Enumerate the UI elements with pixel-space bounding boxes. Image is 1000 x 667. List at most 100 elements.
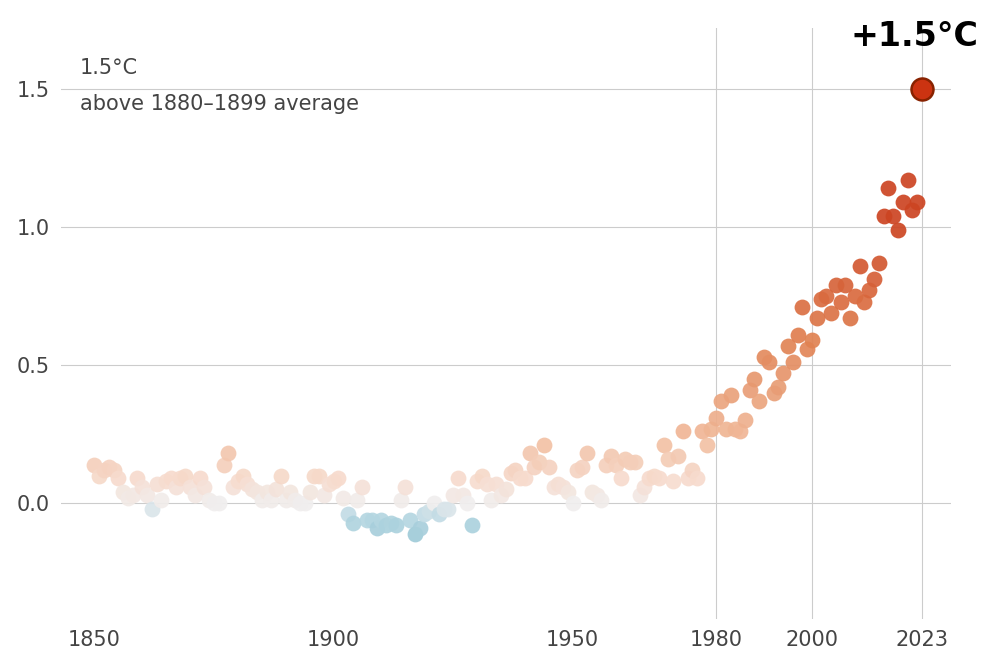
Point <box>708 412 724 423</box>
Point <box>670 451 686 462</box>
Point <box>149 478 165 489</box>
Point <box>192 473 208 484</box>
Point <box>847 291 863 301</box>
Point <box>593 495 609 506</box>
Point <box>895 197 911 207</box>
Point <box>321 478 337 489</box>
Point <box>546 482 562 492</box>
Point <box>880 183 896 193</box>
Point <box>641 473 657 484</box>
Point <box>96 465 112 476</box>
Point <box>483 495 499 506</box>
Point <box>636 482 652 492</box>
Point <box>364 514 380 525</box>
Point <box>278 495 294 506</box>
Point <box>158 476 174 486</box>
Point <box>522 448 538 459</box>
Point <box>369 523 385 534</box>
Point <box>665 476 681 486</box>
Point <box>115 487 131 498</box>
Point <box>459 498 475 508</box>
Point <box>297 498 313 508</box>
Point <box>751 396 767 406</box>
Point <box>163 473 179 484</box>
Point <box>306 470 322 481</box>
Point <box>431 509 447 520</box>
Point <box>91 470 107 481</box>
Point <box>373 514 389 525</box>
Point <box>498 484 514 495</box>
Point <box>263 495 279 506</box>
Point <box>871 257 887 268</box>
Point <box>818 291 834 301</box>
Point <box>196 482 212 492</box>
Point <box>569 465 585 476</box>
Point <box>608 459 624 470</box>
Point <box>723 390 739 401</box>
Point <box>632 490 648 500</box>
Point <box>770 382 786 392</box>
Point <box>541 462 557 473</box>
Point <box>675 426 691 437</box>
Point <box>220 448 236 459</box>
Point <box>613 473 629 484</box>
Point <box>727 424 743 434</box>
Point <box>206 498 222 508</box>
Point <box>775 368 791 379</box>
Point <box>732 426 748 437</box>
Point <box>345 517 361 528</box>
Point <box>684 465 700 476</box>
Point <box>172 473 188 484</box>
Point <box>450 473 466 484</box>
Point <box>852 260 868 271</box>
Point <box>393 495 409 506</box>
Point <box>574 462 590 473</box>
Point <box>794 301 810 312</box>
Point <box>617 454 633 464</box>
Point <box>560 487 576 498</box>
Point <box>689 473 705 484</box>
Point <box>182 482 198 492</box>
Point <box>259 487 275 498</box>
Point <box>440 504 456 514</box>
Point <box>550 478 566 489</box>
Point <box>177 470 193 481</box>
Point <box>426 498 442 508</box>
Point <box>536 440 552 450</box>
Point <box>890 224 906 235</box>
Point <box>785 357 801 368</box>
Point <box>866 274 882 285</box>
Point <box>239 478 255 489</box>
Point <box>225 482 241 492</box>
Point <box>833 296 849 307</box>
Point <box>904 205 920 215</box>
Point <box>421 506 437 517</box>
Point <box>230 476 246 486</box>
Point <box>378 520 394 531</box>
Point <box>799 343 815 354</box>
Point <box>354 482 370 492</box>
Point <box>622 456 638 467</box>
Point <box>656 440 672 450</box>
Text: +1.5°C: +1.5°C <box>851 20 979 53</box>
Point <box>474 470 490 481</box>
Point <box>282 487 298 498</box>
Point <box>503 468 519 478</box>
Point <box>804 335 820 346</box>
Text: above 1880–1899 average: above 1880–1899 average <box>80 94 359 114</box>
Point <box>861 285 877 296</box>
Point <box>900 175 916 185</box>
Point <box>268 484 284 495</box>
Point <box>287 495 303 506</box>
Point <box>187 490 203 500</box>
Point <box>699 440 715 450</box>
Point <box>703 424 719 434</box>
Point <box>761 357 777 368</box>
Point <box>694 426 710 437</box>
Point <box>292 498 308 508</box>
Point <box>589 490 605 500</box>
Point <box>340 509 356 520</box>
Point <box>134 482 150 492</box>
Point <box>517 473 533 484</box>
Point <box>139 490 155 500</box>
